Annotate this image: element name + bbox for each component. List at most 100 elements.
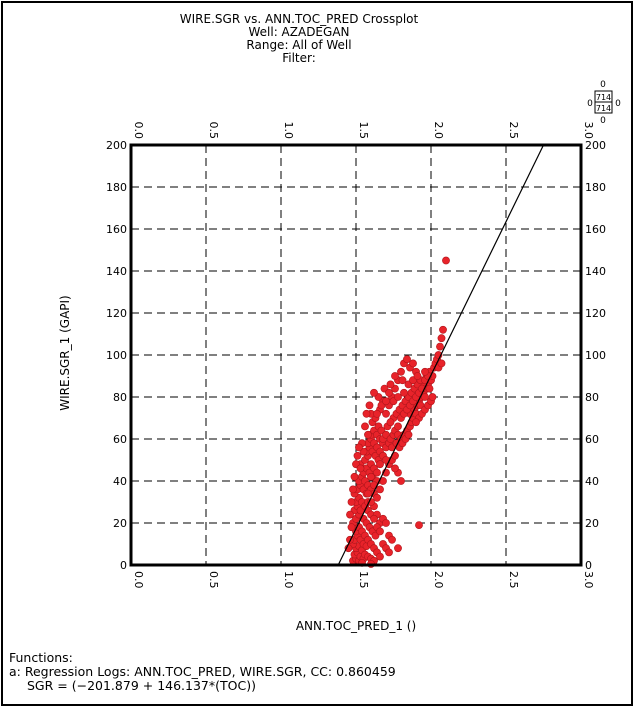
x-axis-title: ANN.TOC_PRED_1 (): [296, 619, 416, 633]
y-tick-label-left: 20: [113, 517, 127, 530]
x-tick-label-bottom: 3.0: [582, 571, 595, 589]
ticks-layer: 0.0 0.0 0.5 0.5 1.0 1.0 1.5 1.5 2.0 2.0 2.5 2.5 3.0 3…: [106, 122, 606, 589]
data-point: [412, 418, 420, 427]
x-tick-label-top: 2.5: [507, 122, 520, 140]
data-point: [353, 451, 362, 460]
y-tick-label-left: 140: [106, 265, 127, 278]
data-point: [385, 388, 393, 397]
data-point: [373, 468, 381, 477]
data-point: [409, 359, 417, 368]
range-label: Range: All of Well: [246, 38, 351, 52]
data-point: [355, 443, 363, 452]
data-point: [350, 472, 359, 481]
data-point: [398, 376, 407, 385]
data-point: [403, 355, 411, 364]
y-tick-label-right: 60: [585, 433, 599, 446]
x-tick-label-top: 0.5: [207, 122, 220, 140]
y-tick-label-left: 0: [120, 559, 127, 572]
data-point: [386, 418, 395, 427]
x-tick-label-bottom: 1.0: [282, 571, 295, 589]
y-tick-label-right: 40: [585, 475, 599, 488]
data-point: [385, 548, 393, 557]
data-point: [367, 472, 375, 481]
data-point: [376, 527, 384, 536]
y-tick-label-right: 180: [585, 181, 606, 194]
data-point: [439, 325, 447, 334]
y-axis-title: WIRE.SGR_1 (GAPI): [58, 295, 72, 411]
x-tick-label-top: 2.0: [432, 122, 445, 140]
data-point: [356, 464, 365, 473]
points-layer: [344, 256, 450, 568]
y-tick-label-right: 20: [585, 517, 599, 530]
data-point: [370, 514, 378, 523]
x-tick-label-bottom: 1.5: [357, 571, 370, 589]
data-point: [394, 422, 402, 431]
counter-down-mark: 0: [600, 116, 606, 126]
data-point: [421, 367, 429, 376]
regression-layer: [337, 144, 545, 566]
data-point: [361, 422, 369, 431]
data-point: [347, 498, 356, 506]
y-tick-label-right: 0: [585, 559, 592, 572]
counter-bottom-value: 714: [596, 104, 611, 113]
grid-layer: [131, 145, 581, 565]
data-point: [397, 367, 405, 376]
data-point: [413, 372, 422, 380]
y-tick-label-right: 100: [585, 349, 606, 362]
crossplot-chart: WIRE.SGR vs. ANN.TOC_PRED Crossplot Well…: [9, 12, 621, 693]
data-point: [382, 519, 390, 527]
point-counter: 0 0 714 714 0 0: [587, 80, 621, 126]
y-tick-label-right: 200: [585, 139, 606, 152]
data-point: [391, 464, 399, 473]
data-point: [437, 334, 446, 343]
x-tick-label-bottom: 0.5: [207, 571, 220, 589]
data-point: [394, 393, 402, 401]
data-point: [362, 409, 371, 418]
data-point: [391, 372, 399, 380]
data-point: [364, 430, 372, 439]
x-tick-label-top: 3.0: [582, 122, 595, 140]
x-tick-label-top: 1.5: [357, 122, 370, 140]
data-point: [382, 409, 390, 418]
counter-left-mark: 0: [587, 99, 593, 109]
counter-right-mark: 0: [615, 99, 621, 109]
data-point: [373, 409, 381, 418]
data-point: [346, 510, 354, 519]
y-tick-label-left: 80: [113, 391, 127, 404]
data-point: [400, 388, 408, 397]
y-tick-label-left: 160: [106, 223, 127, 236]
plot-border: [129, 143, 583, 567]
data-point: [382, 397, 390, 406]
data-point: [365, 401, 374, 410]
x-tick-label-top: 1.0: [282, 122, 295, 140]
regression-line: [337, 144, 545, 566]
data-point: [349, 485, 357, 494]
y-tick-label-right: 140: [585, 265, 606, 278]
y-tick-label-left: 180: [106, 181, 127, 194]
data-point: [373, 493, 381, 502]
x-tick-label-bottom: 0.0: [132, 571, 145, 589]
data-point: [370, 388, 378, 397]
data-point: [397, 477, 405, 485]
y-tick-label-left: 100: [106, 349, 127, 362]
y-tick-label-right: 80: [585, 391, 599, 404]
data-point: [364, 489, 372, 498]
data-point: [388, 535, 396, 544]
data-point: [442, 256, 450, 265]
y-tick-label-left: 40: [113, 475, 127, 488]
well-label: Well: AZADEGAN: [248, 25, 349, 39]
y-tick-label-right: 160: [585, 223, 606, 236]
counter-top-value: 714: [596, 93, 611, 102]
y-tick-label-left: 120: [106, 307, 127, 320]
x-tick-label-bottom: 2.0: [432, 571, 445, 589]
regression-equation: SGR = (−201.879 + 146.137*(TOC)): [27, 678, 256, 693]
data-point: [376, 552, 384, 561]
y-tick-label-left: 200: [106, 139, 127, 152]
data-point: [376, 485, 384, 494]
data-point: [404, 430, 413, 439]
data-point: [376, 460, 384, 469]
y-tick-label-left: 60: [113, 433, 127, 446]
data-point: [437, 359, 446, 368]
counter-up-mark: 0: [600, 80, 606, 90]
